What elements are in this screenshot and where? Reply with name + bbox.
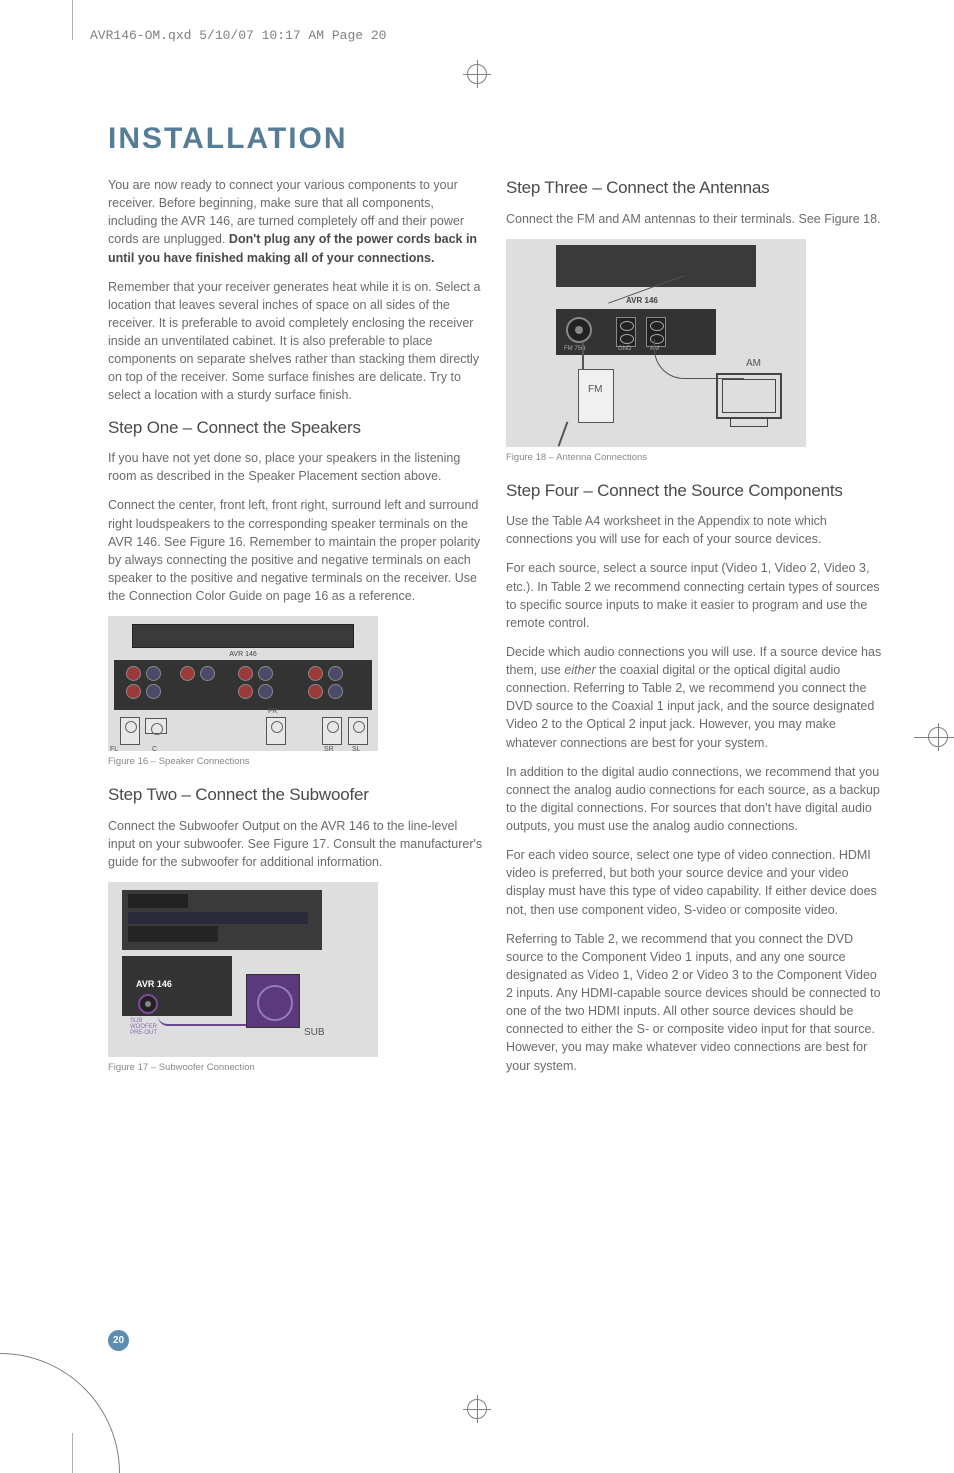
step-one-heading: Step One – Connect the Speakers (108, 416, 484, 441)
step-one-p2: Connect the center, front left, front ri… (108, 496, 484, 605)
print-header-note: AVR146-OM.qxd 5/10/07 10:17 AM Page 20 (90, 28, 386, 43)
figure-17-caption: Figure 17 – Subwoofer Connection (108, 1061, 484, 1075)
step-three-p1: Connect the FM and AM antennas to their … (506, 210, 882, 228)
figure-16-caption: Figure 16 – Speaker Connections (108, 755, 484, 769)
page-number-badge: 20 (108, 1330, 129, 1351)
figure-18-antenna-connections: AVR 146 FM 75Ω GND AM FM AM (506, 239, 806, 447)
registration-mark-top (463, 60, 491, 88)
step-four-p2: For each source, select a source input (… (506, 559, 882, 632)
step-two-heading: Step Two – Connect the Subwoofer (108, 783, 484, 808)
intro-paragraph-2: Remember that your receiver generates he… (108, 278, 484, 405)
trim-tick-top-left (72, 0, 73, 40)
trim-arc-bottom-left (0, 1353, 120, 1473)
figure-16-speaker-connections: AVR 146 FL C FR SR SL (108, 616, 378, 751)
step-two-p1: Connect the Subwoofer Output on the AVR … (108, 817, 484, 871)
step-four-heading: Step Four – Connect the Source Component… (506, 479, 882, 504)
page-content: INSTALLATION You are now ready to connec… (108, 122, 898, 1089)
column-right: Step Three – Connect the Antennas Connec… (506, 176, 882, 1089)
registration-mark-right (914, 723, 954, 751)
figure-17-subwoofer-connection: AVR 146 SUB WOOFER PRE-OUT SUB (108, 882, 378, 1057)
figure-18-caption: Figure 18 – Antenna Connections (506, 451, 882, 465)
page-title: INSTALLATION (108, 122, 898, 156)
intro-paragraph-1: You are now ready to connect your variou… (108, 176, 484, 267)
step-four-p6: Referring to Table 2, we recommend that … (506, 930, 882, 1075)
step-four-p4: In addition to the digital audio connect… (506, 763, 882, 836)
step-four-p3: Decide which audio connections you will … (506, 643, 882, 752)
trim-tick-bottom-left (72, 1433, 73, 1473)
two-column-layout: You are now ready to connect your variou… (108, 176, 898, 1089)
column-left: You are now ready to connect your variou… (108, 176, 484, 1089)
step-four-p1: Use the Table A4 worksheet in the Append… (506, 512, 882, 548)
step-four-p5: For each video source, select one type o… (506, 846, 882, 919)
step-three-heading: Step Three – Connect the Antennas (506, 176, 882, 201)
step-one-p1: If you have not yet done so, place your … (108, 449, 484, 485)
registration-mark-bottom (463, 1395, 491, 1423)
